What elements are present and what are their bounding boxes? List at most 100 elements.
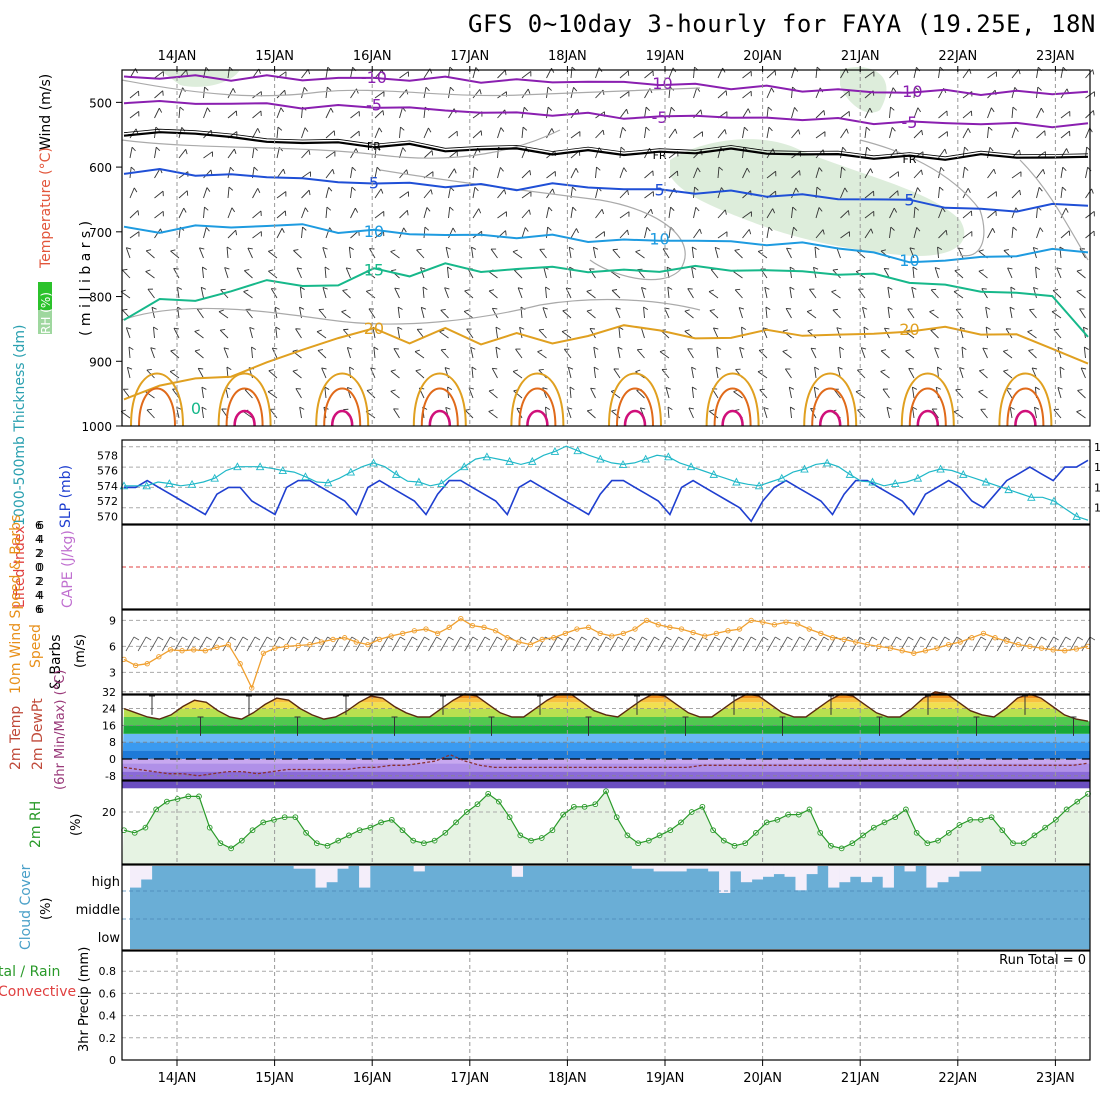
wind-barb <box>741 326 747 331</box>
wind-barb <box>958 247 964 250</box>
cloud-high-bar <box>675 866 687 872</box>
wind-barb <box>201 406 207 410</box>
wind-barb <box>771 87 775 93</box>
wind-barb <box>668 170 678 179</box>
wind-barb <box>842 146 847 152</box>
wind-barb <box>789 266 795 270</box>
wind-barb <box>593 367 596 379</box>
wind-barb <box>440 349 449 359</box>
wind-barb <box>907 308 915 319</box>
wind-barb <box>717 90 727 99</box>
wind-barb <box>296 267 302 279</box>
wind-barb <box>247 247 253 250</box>
wind10-barb <box>581 636 587 641</box>
wind-barb <box>269 409 278 419</box>
wind-barb <box>759 349 765 351</box>
wind-barb <box>126 247 132 250</box>
wind-barb <box>864 127 867 139</box>
wind-barb <box>173 267 179 270</box>
temp-contour-10 <box>123 223 1089 264</box>
wind-barb <box>595 167 597 179</box>
wind-barb <box>573 87 578 92</box>
wind-barb <box>691 267 694 279</box>
wind10-barb <box>149 636 159 652</box>
diurnal-contour <box>233 409 256 427</box>
wind-barb <box>129 128 137 139</box>
wind-barb <box>586 310 596 319</box>
wind-barb <box>738 307 743 319</box>
wind-barb <box>220 288 226 291</box>
wind-barb <box>814 366 820 370</box>
wind-barb <box>666 266 672 270</box>
wind-barb <box>122 308 128 311</box>
wind-barb <box>219 329 229 339</box>
wind-barb <box>495 347 498 359</box>
wind-barb <box>807 330 817 339</box>
wind-barb <box>1007 267 1013 279</box>
wind10-barb <box>815 636 825 652</box>
wind-barb <box>122 269 131 279</box>
wind-barb <box>125 247 131 259</box>
wind-barb <box>173 268 180 279</box>
wind-barb <box>302 226 307 231</box>
wind10-barb <box>266 636 273 641</box>
wind-barb <box>350 207 356 219</box>
date-label-bottom: 14JAN <box>158 1071 197 1086</box>
wind-barb <box>953 409 959 413</box>
wind-barb <box>415 370 425 379</box>
wind10-barb <box>403 636 413 652</box>
wind-barb <box>870 168 873 174</box>
wind10-label: 10m Wind Speed & Barbs <box>8 515 24 694</box>
wind-barb <box>346 347 351 359</box>
wind-barb <box>471 247 474 259</box>
temp-contour-label: -10 <box>896 82 922 101</box>
cloud-high-bar <box>653 866 665 872</box>
wind-barb <box>346 267 352 270</box>
wind10-barb <box>742 636 752 652</box>
wind10-barb <box>1008 636 1018 652</box>
wind-barb <box>757 369 763 373</box>
wind-barb <box>1019 149 1021 155</box>
wind-barb <box>742 90 752 99</box>
wind-barb <box>846 128 849 134</box>
wind-barb <box>204 86 209 91</box>
wind-barb <box>1003 349 1009 352</box>
wind-barb <box>374 147 377 159</box>
humidity-contour <box>379 169 686 281</box>
wind-barb <box>243 411 253 419</box>
diurnal-contour <box>616 387 654 427</box>
thickness-marker <box>845 469 855 478</box>
wind-barb <box>822 229 825 235</box>
wind10-barb <box>460 636 466 641</box>
wind-barb <box>1009 306 1015 310</box>
wind-barb <box>480 130 483 136</box>
lifted-tick-label: 0 <box>37 561 44 574</box>
wind-barb <box>170 250 180 259</box>
wind10-barb <box>440 636 449 652</box>
wind-barb <box>295 388 302 399</box>
wind-barb <box>243 289 249 293</box>
wind-barb <box>644 127 647 139</box>
wind10-barb <box>750 636 757 641</box>
wind-barb <box>746 167 750 173</box>
wind-barb <box>521 88 529 99</box>
wind-barb <box>913 187 918 199</box>
wind-barb <box>857 409 866 419</box>
wind-barb <box>570 67 573 79</box>
wind-barb <box>445 247 449 259</box>
temp-tick-label: -8 <box>105 770 116 783</box>
wind-barb <box>201 407 204 419</box>
wind-barb <box>815 110 825 119</box>
wind-barb <box>512 249 518 253</box>
wind-barb <box>464 290 474 299</box>
wind-barb <box>942 207 946 213</box>
wind-barb <box>252 147 255 159</box>
wind-barb <box>880 350 890 359</box>
wind-barb <box>325 87 328 99</box>
wind-barb <box>881 349 887 352</box>
wind-barb <box>668 128 676 139</box>
wind-barb <box>693 228 701 239</box>
wind-barb <box>715 366 721 370</box>
wind-barb <box>133 187 138 193</box>
date-label-bottom: 16JAN <box>353 1071 392 1086</box>
